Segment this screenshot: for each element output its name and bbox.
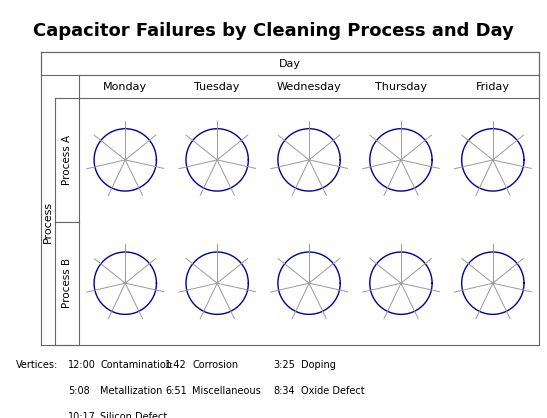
Text: Thursday: Thursday <box>375 82 427 92</box>
Text: Silicon Defect: Silicon Defect <box>100 412 167 418</box>
Text: Vertices:: Vertices: <box>16 360 59 370</box>
Text: Capacitor Failures by Cleaning Process and Day: Capacitor Failures by Cleaning Process a… <box>33 22 514 41</box>
Text: Miscellaneous: Miscellaneous <box>193 386 261 396</box>
Text: 3:25: 3:25 <box>274 360 295 370</box>
Text: Monday: Monday <box>103 82 147 92</box>
Text: 10:17: 10:17 <box>68 412 96 418</box>
Text: Day: Day <box>279 59 301 69</box>
Text: Process B: Process B <box>62 258 72 308</box>
Text: 1:42: 1:42 <box>165 360 187 370</box>
Text: Contamination: Contamination <box>100 360 172 370</box>
Text: Corrosion: Corrosion <box>193 360 238 370</box>
Text: Friday: Friday <box>476 82 510 92</box>
Text: Process: Process <box>43 201 53 242</box>
Text: 8:34: 8:34 <box>274 386 295 396</box>
Text: Tuesday: Tuesday <box>195 82 240 92</box>
Text: Metallization: Metallization <box>100 386 162 396</box>
Text: Doping: Doping <box>301 360 335 370</box>
Text: Wednesday: Wednesday <box>277 82 341 92</box>
Text: Process A: Process A <box>62 135 72 185</box>
Text: 5:08: 5:08 <box>68 386 90 396</box>
Text: Oxide Defect: Oxide Defect <box>301 386 364 396</box>
Text: 12:00: 12:00 <box>68 360 96 370</box>
Text: 6:51: 6:51 <box>165 386 187 396</box>
